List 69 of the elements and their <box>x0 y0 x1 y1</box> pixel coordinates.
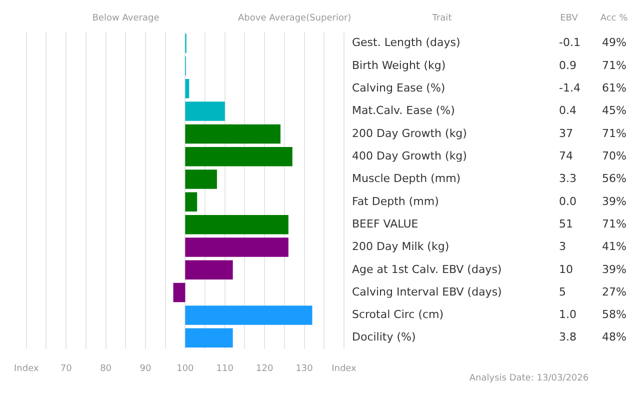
text: 10 <box>559 262 573 276</box>
text: 3.8 <box>559 330 576 344</box>
text: 70% <box>602 149 626 162</box>
y-tick-label: BEEF VALUE <box>352 217 418 230</box>
y-tick-label: Fat Depth (mm) <box>352 194 439 208</box>
text: 58% <box>602 308 626 322</box>
text: EBV <box>560 13 579 24</box>
bar <box>173 282 186 302</box>
bar <box>185 124 280 144</box>
text: 56% <box>602 172 626 186</box>
y-tick-label: Gest. Length (days) <box>352 36 460 50</box>
bar <box>185 79 190 98</box>
text: 0.0 <box>559 194 576 208</box>
bar <box>185 192 198 212</box>
text: 0.4 <box>559 104 576 118</box>
y-axis-title: Trait <box>431 13 452 24</box>
x-tick-label: 70 <box>60 364 72 374</box>
text: 71% <box>602 126 626 140</box>
x-tick-label: 100 <box>176 364 194 374</box>
x-tick-label: 130 <box>296 364 314 374</box>
text: -0.1 <box>559 36 580 50</box>
y-tick-label: Calving Interval EBV (days) <box>352 285 502 298</box>
text: -1.4 <box>559 82 580 94</box>
text: 41% <box>602 240 626 254</box>
text: 37 <box>559 126 573 140</box>
text: 0.9 <box>559 58 576 72</box>
text: 27% <box>602 285 626 298</box>
y-tick-label: Birth Weight (kg) <box>352 58 446 72</box>
bar <box>185 102 225 121</box>
text: 3.3 <box>559 172 576 186</box>
bar <box>185 306 312 325</box>
x-tick-label: 80 <box>100 364 112 374</box>
text: 1.0 <box>559 308 576 322</box>
text: 45% <box>602 104 626 118</box>
bar <box>185 146 292 166</box>
x-tick-label: 90 <box>140 364 152 374</box>
text: 3 <box>559 240 566 254</box>
y-tick-label: 200 Day Milk (kg) <box>352 240 450 254</box>
y-tick-label: Mat.Calv. Ease (%) <box>352 104 455 118</box>
text: 61% <box>602 82 626 94</box>
text: Acc % <box>600 13 628 24</box>
text: Analysis Date: 13/03/2026 <box>469 373 589 384</box>
text: 74 <box>559 149 573 162</box>
bar <box>185 170 217 189</box>
y-tick-label: Calving Ease (%) <box>352 82 446 94</box>
text: Below Average <box>92 13 160 24</box>
x-tick-label: Index <box>14 364 40 374</box>
x-tick-label: 120 <box>256 364 274 374</box>
text: 39% <box>602 194 626 208</box>
x-tick-label: 110 <box>216 364 234 374</box>
text: 5 <box>559 285 566 298</box>
text: 39% <box>602 262 626 276</box>
y-tick-label: Docility (%) <box>352 330 416 344</box>
bar <box>185 214 288 234</box>
text: Above Average(Superior) <box>238 13 352 24</box>
y-tick-label: Scrotal Circ (cm) <box>352 308 444 322</box>
text: 51 <box>559 217 573 230</box>
text: 71% <box>602 217 626 230</box>
y-tick-label: Age at 1st Calv. EBV (days) <box>352 262 502 276</box>
y-tick-label: 400 Day Growth (kg) <box>352 149 467 162</box>
bar <box>185 238 288 257</box>
text: 49% <box>602 36 626 50</box>
text: 71% <box>602 58 626 72</box>
y-tick-label: Muscle Depth (mm) <box>352 172 461 186</box>
bar <box>185 328 233 348</box>
y-tick-label: 200 Day Growth (kg) <box>352 126 467 140</box>
x-tick-label: Index <box>332 364 358 374</box>
bar <box>185 260 233 280</box>
text: 48% <box>602 330 626 344</box>
